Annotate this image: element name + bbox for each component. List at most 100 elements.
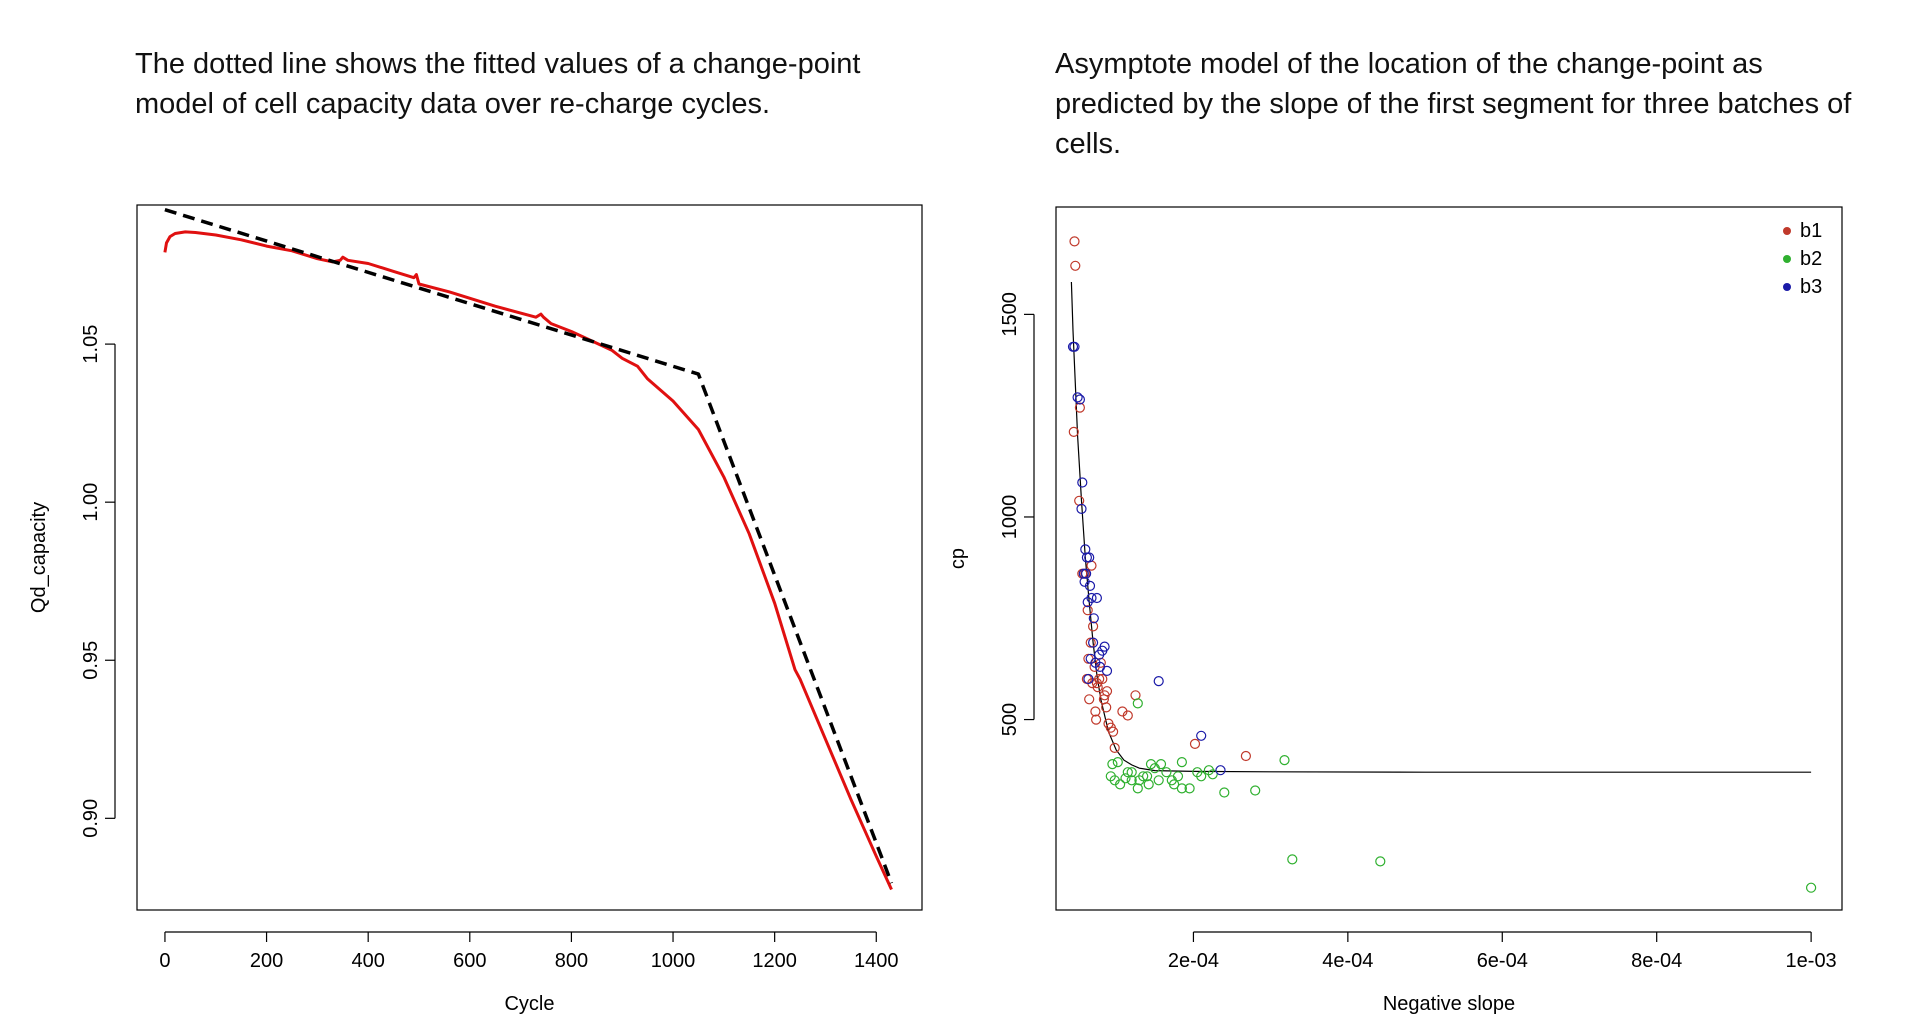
point-b2	[1196, 771, 1207, 782]
legend-marker-b3	[1783, 283, 1791, 291]
point-b3	[1074, 394, 1086, 405]
point-b3	[1196, 730, 1207, 741]
right-y-axis-title: cp	[947, 548, 969, 569]
point-b2	[1145, 758, 1157, 770]
left-x-axis-title: Cycle	[504, 993, 554, 1015]
fitted-changepoint-line	[164, 208, 894, 884]
point-b1	[1090, 706, 1101, 717]
point-b3	[1086, 592, 1097, 604]
point-b2	[1141, 771, 1153, 782]
right-x-tick-label: 6e-04	[1477, 950, 1528, 972]
point-b2	[1184, 783, 1195, 794]
legend-marker-b1	[1783, 227, 1791, 235]
point-b1	[1107, 726, 1119, 737]
point-b1	[1090, 714, 1102, 725]
left-y-axis-title: Qd_capacity	[28, 502, 50, 613]
left-x-tick-label: 800	[555, 950, 588, 972]
right-curve-group	[1070, 281, 1812, 773]
point-b2	[1279, 754, 1290, 766]
point-b2	[1109, 775, 1120, 786]
point-b2	[1287, 854, 1298, 865]
left-y-tick-label: 0.95	[80, 641, 102, 680]
point-b2	[1134, 775, 1145, 786]
legend-marker-b2	[1783, 255, 1791, 263]
point-b1	[1074, 402, 1086, 413]
left-x-tick-label: 400	[351, 950, 384, 972]
point-b2	[1176, 783, 1188, 794]
right-x-tick-label: 2e-04	[1168, 950, 1219, 972]
point-b2	[1120, 773, 1131, 784]
point-b2	[1132, 698, 1143, 709]
point-b1	[1068, 426, 1079, 437]
point-b1	[1189, 738, 1201, 750]
left-x-tick-label: 0	[159, 950, 170, 972]
legend-label-b3: b3	[1800, 276, 1822, 298]
point-b2	[1805, 882, 1817, 893]
point-b3	[1072, 392, 1083, 403]
point-b1	[1095, 657, 1106, 668]
point-b3	[1069, 341, 1080, 352]
point-b2	[1112, 756, 1123, 768]
point-b2	[1122, 767, 1133, 778]
point-b1	[1087, 621, 1099, 632]
right-y-tick-label: 1000	[999, 495, 1021, 540]
right-points-group	[1067, 236, 1817, 893]
point-b3	[1076, 503, 1087, 514]
point-b3	[1080, 544, 1091, 555]
left-x-tick-label: 1400	[854, 950, 899, 972]
point-b1	[1070, 260, 1081, 271]
point-b2	[1219, 787, 1230, 798]
point-b2	[1143, 779, 1154, 790]
point-b3	[1083, 673, 1094, 685]
point-b1	[1084, 694, 1095, 705]
point-b3	[1215, 765, 1226, 776]
point-b2	[1176, 756, 1188, 768]
point-b3	[1077, 477, 1088, 488]
observed-capacity-line	[163, 230, 893, 891]
right-y-tick-label: 500	[999, 703, 1021, 736]
legend-label-b2: b2	[1800, 248, 1822, 270]
point-b3	[1078, 568, 1089, 579]
chart-legend: b1 b2 b3	[1783, 220, 1822, 298]
point-b1	[1101, 702, 1112, 713]
point-b3	[1088, 613, 1099, 624]
right-x-tick-label: 1e-03	[1786, 950, 1837, 972]
point-b2	[1161, 767, 1172, 778]
left-axes: 0 200 400 600 800 1000 1200 1400 0.90 0.95 1.00 1.0…	[80, 325, 899, 972]
point-b2	[1168, 779, 1180, 790]
point-b2	[1203, 765, 1215, 776]
point-b1	[1240, 750, 1252, 762]
point-b3	[1085, 653, 1096, 664]
left-chart-caption: The dotted line shows the fitted values …	[135, 48, 861, 120]
point-b2	[1132, 783, 1143, 794]
left-series-group	[163, 208, 894, 891]
left-y-tick-label: 1.00	[80, 483, 102, 522]
left-y-tick-label: 1.05	[80, 325, 102, 364]
point-b3	[1099, 641, 1110, 652]
point-b3	[1084, 552, 1095, 563]
right-x-tick-label: 8e-04	[1631, 950, 1682, 972]
left-x-tick-label: 600	[453, 950, 486, 972]
point-b1	[1122, 710, 1133, 721]
point-b2	[1126, 767, 1137, 778]
left-x-tick-label: 1000	[651, 950, 696, 972]
point-b2	[1126, 775, 1137, 786]
left-y-tick-label: 0.90	[80, 799, 102, 838]
point-b3	[1094, 661, 1106, 673]
left-x-tick-label: 200	[250, 950, 283, 972]
right-axes: 2e-04 4e-04 6e-04 8e-04 1e-03 500 1000 1500	[999, 292, 1837, 972]
point-b3	[1087, 637, 1099, 648]
point-b3	[1153, 675, 1164, 687]
point-b2	[1153, 775, 1164, 786]
point-b1	[1097, 673, 1108, 685]
capacity-line-chart: 0 200 400 600 800 1000 1200 1400 0.90 0.95 1.00 1.0…	[28, 204, 923, 1015]
right-x-axis-title: Negative slope	[1383, 993, 1515, 1015]
point-b1	[1109, 742, 1120, 754]
left-x-tick-label: 1200	[752, 950, 797, 972]
point-b2	[1375, 856, 1386, 867]
legend-label-b1: b1	[1800, 220, 1822, 242]
point-b2	[1250, 785, 1261, 796]
point-b2	[1172, 771, 1184, 782]
